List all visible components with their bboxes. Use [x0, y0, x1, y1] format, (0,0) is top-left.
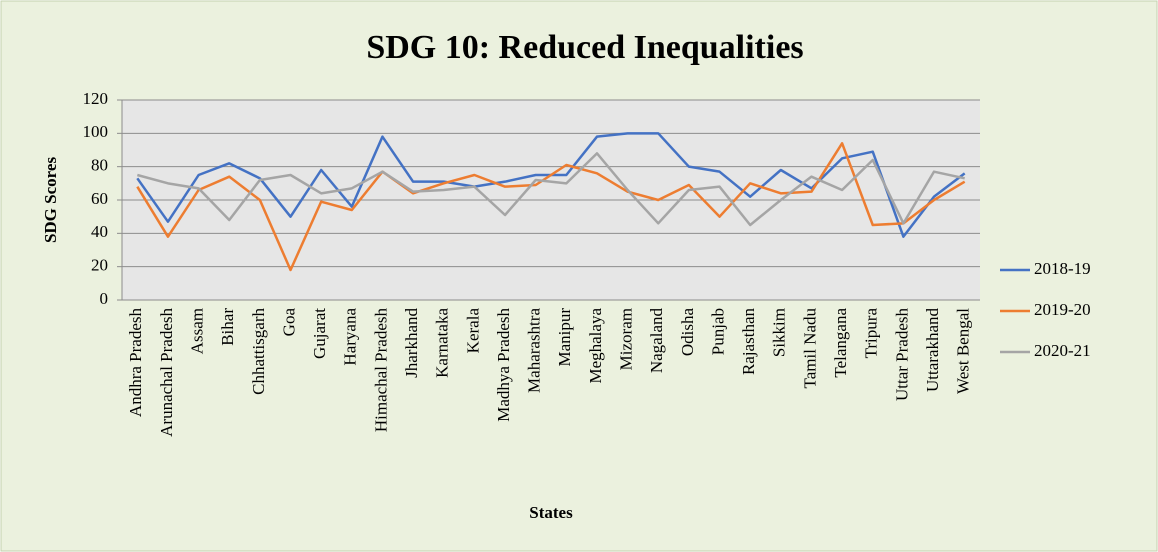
- x-tick-label: Tamil Nadu: [800, 308, 819, 389]
- x-tick-label: Uttar Pradesh: [892, 308, 911, 402]
- x-tick-label: Bihar: [218, 308, 237, 346]
- x-tick-label: Karnataka: [433, 308, 452, 378]
- x-tick-label: Telangana: [831, 308, 850, 378]
- series-line: [136, 142, 966, 272]
- x-tick-label: Rajasthan: [739, 308, 758, 376]
- x-tick-label: Meghalaya: [586, 308, 605, 384]
- x-tick-label: Madhya Pradesh: [494, 308, 513, 422]
- legend-label: 2018-19: [1034, 259, 1091, 278]
- y-tick-label: 100: [83, 122, 109, 141]
- legend-label: 2019-20: [1034, 300, 1091, 319]
- x-tick-label: Manipur: [555, 308, 574, 367]
- series-line: [136, 152, 965, 227]
- x-axis-label: States: [529, 503, 573, 522]
- x-tick-label: Gujarat: [310, 308, 329, 359]
- legend-label: 2020-21: [1034, 341, 1091, 360]
- x-tick-label: Kerala: [463, 308, 482, 354]
- chart-title: SDG 10: Reduced Inequalities: [366, 29, 803, 66]
- y-tick-label: 120: [83, 89, 109, 108]
- y-tick-label: 0: [100, 289, 109, 308]
- y-tick-label: 20: [91, 256, 108, 275]
- y-axis-label: SDG Scores: [41, 157, 60, 243]
- x-tick-label: Arunachal Pradesh: [157, 308, 176, 437]
- x-tick-label: Assam: [188, 308, 207, 354]
- x-tick-label: Jharkhand: [402, 308, 421, 378]
- x-tick-label: Goa: [279, 308, 298, 337]
- x-tick-label: Odisha: [678, 308, 697, 357]
- x-tick-label: Chhattisgarh: [249, 308, 268, 395]
- x-tick-label: Himachal Pradesh: [371, 308, 390, 433]
- x-tick-label: Haryana: [341, 308, 360, 366]
- y-tick-label: 40: [91, 222, 108, 241]
- x-tick-label: Tripura: [862, 308, 881, 359]
- x-tick-label: Nagaland: [647, 308, 666, 374]
- x-tick-label: West Bengal: [954, 308, 973, 394]
- x-tick-label: Punjab: [708, 308, 727, 355]
- x-tick-label: Mizoram: [617, 308, 636, 370]
- x-tick-label: Sikkim: [770, 308, 789, 357]
- x-tick-label: Uttarakhand: [923, 308, 942, 393]
- x-tick-label: Andhra Pradesh: [126, 308, 145, 418]
- y-tick-label: 80: [91, 156, 108, 175]
- x-tick-label: Maharashtra: [525, 308, 544, 393]
- y-tick-label: 60: [91, 189, 108, 208]
